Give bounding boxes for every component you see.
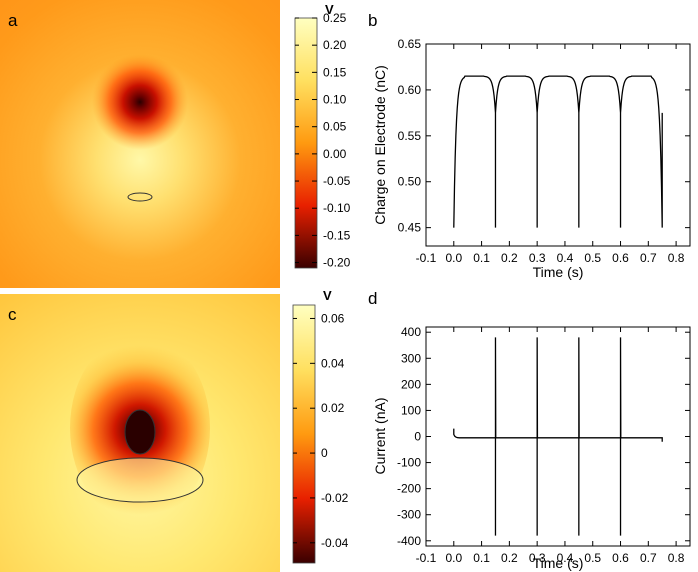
chart-d: -0.1 0.0 0.1 0.2 0.3 0.4 0.5 0.6 0.7 0.8 400 300 20…	[372, 325, 691, 571]
heatmap-a-electrode-outline	[127, 192, 153, 202]
x-tick-label: 0.6	[612, 251, 629, 265]
heatmap-c-electrode-outline	[124, 409, 156, 455]
colorbar-tick-label: -0.02	[321, 491, 349, 505]
chart-b-frame	[425, 43, 691, 247]
x-tick-label: 0.8	[668, 251, 685, 265]
colorbar-a-ticks: 0.25 0.20 0.15 0.10 0.05 0.00 -0.05 -0.10 -0.15 -…	[295, 11, 351, 270]
x-tick-label: 0.2	[501, 551, 518, 565]
x-tick-label: 0.1	[473, 251, 490, 265]
y-tick-label: -100	[397, 456, 421, 470]
colorbar-tick-label: 0.04	[321, 356, 345, 370]
x-tick-label: 0.1	[473, 551, 490, 565]
colorbar-tick-label: 0.06	[321, 311, 345, 325]
y-tick-label: 0.50	[398, 175, 422, 189]
colorbar-c-unit: V	[323, 288, 332, 303]
colorbar-tick-label: -0.10	[323, 201, 351, 215]
panel-a-heatmap	[0, 0, 280, 288]
x-tick-label: 0.4	[557, 551, 574, 565]
x-tick-label: 0.2	[501, 251, 518, 265]
chart-b-ylabel: Charge on Electrode (nC)	[372, 65, 388, 225]
x-tick-label: 0.8	[668, 551, 685, 565]
colorbar-tick-label: -0.04	[321, 536, 349, 550]
x-tick-label: 0.5	[584, 551, 601, 565]
colorbar-tick-label: 0.02	[321, 401, 345, 415]
y-tick-label: 0	[414, 430, 421, 444]
colorbar-c: 0.06 0.04 0.02 0 -0.02 -0.04 V	[292, 288, 349, 564]
y-tick-label: -200	[397, 482, 421, 496]
panel-label-b: b	[368, 11, 377, 30]
x-tick-label: 0.5	[584, 251, 601, 265]
y-tick-label: -300	[397, 508, 421, 522]
colorbar-tick-label: 0.15	[323, 65, 347, 79]
x-tick-label: -0.1	[416, 551, 437, 565]
x-tick-label: 0.3	[529, 251, 546, 265]
x-tick-label: 0.0	[445, 551, 462, 565]
y-tick-label: 400	[401, 325, 421, 339]
colorbar-tick-label: 0.00	[323, 147, 347, 161]
chart-d-yticks: 400 300 200 100 0 -100 -200 -300 -400	[397, 325, 690, 548]
heatmap-c-ellipse-outline	[76, 457, 204, 503]
colorbar-tick-label: -0.20	[323, 256, 351, 270]
chart-b-yticks: 0.45 0.50 0.55 0.60 0.65	[398, 37, 690, 235]
y-tick-label: 200	[401, 377, 421, 391]
colorbar-tick-label: 0.25	[323, 11, 347, 25]
panel-label-d: d	[368, 289, 377, 308]
chart-d-xlabel: Time (s)	[533, 555, 584, 571]
x-tick-label: 0.4	[557, 251, 574, 265]
y-tick-label: -400	[397, 534, 421, 548]
colorbar-tick-label: -0.15	[323, 228, 351, 242]
colorbar-a-scale	[294, 17, 318, 269]
colorbar-tick-label: 0	[321, 446, 328, 460]
y-tick-label: 0.65	[398, 37, 422, 51]
chart-d-series-line	[453, 337, 663, 536]
panel-label-c: c	[8, 305, 17, 324]
y-tick-label: 0.60	[398, 83, 422, 97]
x-tick-label: 0.6	[612, 551, 629, 565]
y-tick-label: 0.55	[398, 129, 422, 143]
x-tick-label: 0.7	[640, 551, 657, 565]
colorbar-tick-label: 0.05	[323, 120, 347, 134]
colorbar-tick-label: 0.10	[323, 93, 347, 107]
y-tick-label: 0.45	[398, 221, 422, 235]
panel-label-a: a	[8, 11, 18, 30]
x-tick-label: -0.1	[416, 251, 437, 265]
chart-d-ylabel: Current (nA)	[372, 397, 388, 474]
colorbar-c-scale	[292, 304, 316, 564]
chart-b-series-line	[453, 75, 663, 228]
chart-b: -0.1 0.0 0.1 0.2 0.3 0.4 0.5 0.6 0.7 0.8 0.45 0.50…	[372, 37, 691, 280]
chart-d-frame	[425, 326, 691, 547]
colorbar-tick-label: -0.05	[323, 174, 351, 188]
y-tick-label: 300	[401, 351, 421, 365]
colorbar-tick-label: 0.20	[323, 38, 347, 52]
colorbar-a-unit: V	[325, 2, 334, 17]
chart-d-xticks: -0.1 0.0 0.1 0.2 0.3 0.4 0.5 0.6 0.7 0.8	[416, 327, 685, 565]
colorbar-a: 0.25 0.20 0.15 0.10 0.05 0.00 -0.05 -0.10 -0.15 -…	[294, 2, 351, 270]
x-tick-label: 0.7	[640, 251, 657, 265]
y-tick-label: 100	[401, 403, 421, 417]
panel-c-heatmap	[0, 294, 280, 572]
x-tick-label: 0.3	[529, 551, 546, 565]
chart-b-xticks: -0.1 0.0 0.1 0.2 0.3 0.4 0.5 0.6 0.7 0.8	[416, 44, 685, 265]
heatmap-a-hotspot	[0, 0, 280, 288]
colorbar-c-ticks: 0.06 0.04 0.02 0 -0.02 -0.04	[293, 311, 349, 550]
x-tick-label: 0.0	[445, 251, 462, 265]
chart-b-xlabel: Time (s)	[533, 264, 584, 280]
